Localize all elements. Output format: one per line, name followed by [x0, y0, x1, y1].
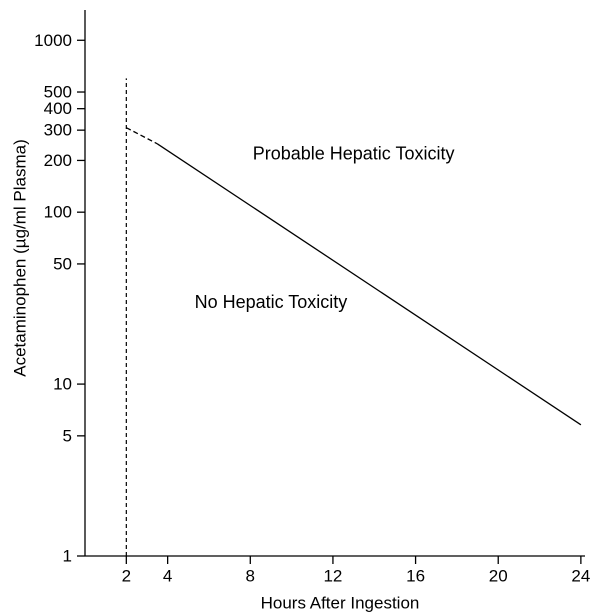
x-tick-label: 8: [246, 567, 255, 586]
y-tick-label: 1: [63, 547, 72, 566]
y-tick-label: 50: [53, 254, 72, 273]
y-tick-label: 100: [44, 203, 72, 222]
y-tick-label: 1000: [34, 31, 72, 50]
x-tick-label: 4: [163, 567, 172, 586]
x-tick-label: 12: [323, 567, 342, 586]
y-tick-label: 500: [44, 83, 72, 102]
y-tick-label: 200: [44, 151, 72, 170]
x-tick-label: 2: [122, 567, 131, 586]
x-tick-label: 24: [571, 567, 590, 586]
y-tick-label: 300: [44, 121, 72, 140]
chart-labels: Hours After Ingestion Acetaminophen (µg/m…: [11, 139, 455, 612]
no-toxicity-region-label: No Hepatic Toxicity: [195, 292, 348, 312]
treatment-line-dashed: [126, 127, 158, 145]
y-tick-label: 10: [53, 375, 72, 394]
y-tick-label: 5: [63, 426, 72, 445]
chart-marks: [125, 78, 582, 556]
x-axis-title: Hours After Ingestion: [261, 594, 420, 613]
x-tick-label: 20: [489, 567, 508, 586]
y-tick-label: 400: [44, 99, 72, 118]
x-tick-label: 16: [406, 567, 425, 586]
treatment-line: [156, 143, 582, 426]
toxicity-region-label: Probable Hepatic Toxicity: [253, 143, 455, 163]
y-axis-title: Acetaminophen (µg/ml Plasma): [11, 139, 30, 377]
